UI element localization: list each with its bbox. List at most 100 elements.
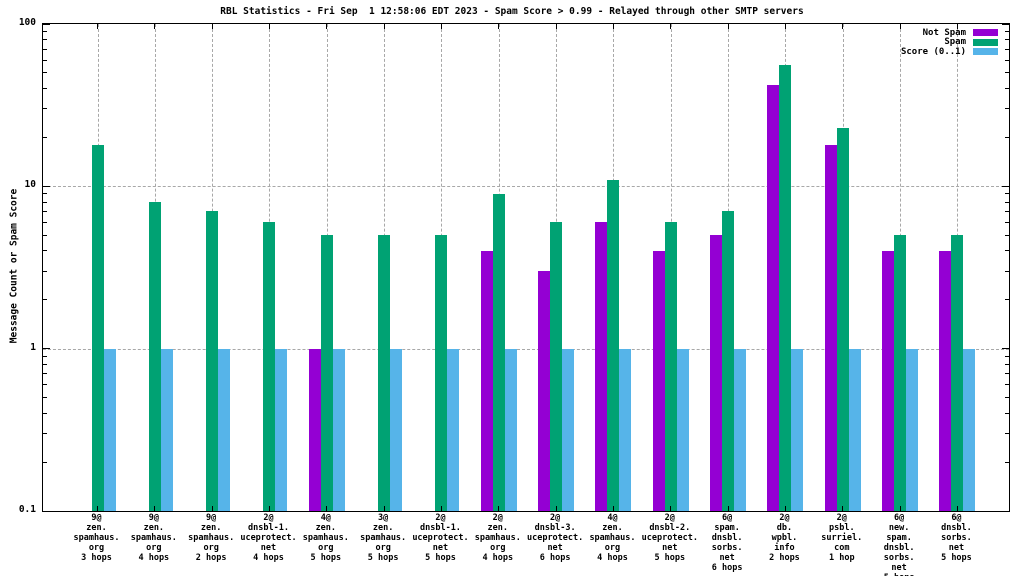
bar-score-0-1 <box>504 348 517 511</box>
y-tick-mark <box>43 210 47 212</box>
x-category-label-line: 4@ <box>607 513 618 523</box>
legend: Not Spam Spam Score (0..1) <box>901 28 998 57</box>
x-category-label: 9@ zen. spamhaus. org 4 hops <box>119 513 189 563</box>
y-tick-mark <box>1005 193 1009 195</box>
x-category-label-line: spamhaus. <box>474 533 521 543</box>
x-tick-mark <box>498 506 500 511</box>
x-category-label-line: org <box>375 543 391 553</box>
y-tick-mark <box>43 193 47 195</box>
x-category-label-line: 4 hops <box>597 553 628 563</box>
x-category-label-line: spamhaus. <box>188 533 235 543</box>
x-tick-mark <box>784 506 786 511</box>
x-tick-mark <box>268 24 270 29</box>
y-tick-mark <box>43 23 50 25</box>
x-category-label-line: zen. <box>372 523 394 533</box>
x-tick-mark <box>326 506 328 511</box>
y-axis-label: Message Count or Spam Score <box>8 188 20 344</box>
x-category-label-line: 2@ <box>779 513 790 523</box>
x-tick-mark <box>154 24 156 29</box>
bar-score-0-1 <box>103 348 116 511</box>
x-category-label-line: zen. <box>143 523 165 533</box>
legend-swatch-spam <box>973 38 998 46</box>
y-tick-mark <box>1005 88 1009 90</box>
bar-spam <box>435 235 448 511</box>
x-tick-mark <box>727 506 729 511</box>
y-tick-mark <box>1005 234 1009 236</box>
y-tick-label: 10 <box>24 179 36 191</box>
x-category-label-line: spamhaus. <box>73 533 120 543</box>
y-tick-mark <box>1002 23 1009 25</box>
y-tick-mark <box>43 373 47 375</box>
x-category-label-line: spamhaus. <box>302 533 349 543</box>
x-tick-mark <box>555 506 557 511</box>
legend-row-not-spam: Not Spam <box>901 28 998 38</box>
bar-not-spam <box>882 250 895 511</box>
bar-score-0-1 <box>848 348 861 511</box>
x-category-label-line: 9@ <box>148 513 159 523</box>
x-category-label-line: org <box>203 543 219 553</box>
y-tick-mark <box>1005 412 1009 414</box>
x-category-label-line: psbl. <box>828 523 855 533</box>
y-tick-label: 1 <box>30 341 36 353</box>
chart-title: RBL Statistics - Fri Sep 1 12:58:06 EDT … <box>220 6 804 17</box>
bar-score-0-1 <box>218 348 231 511</box>
x-category-label-line: 2@ <box>664 513 675 523</box>
x-tick-mark <box>440 506 442 511</box>
y-tick-mark <box>1005 461 1009 463</box>
x-category-label-line: db. <box>776 523 793 533</box>
x-category-label-line: dnsbl-3. <box>534 523 576 533</box>
bar-score-0-1 <box>390 348 403 511</box>
bar-score-0-1 <box>275 348 288 511</box>
x-category-label: 4@ zen. spamhaus. org 4 hops <box>577 513 647 563</box>
x-category-label-line: 6@ <box>951 513 962 523</box>
bar-not-spam <box>652 250 665 511</box>
bar-spam <box>206 211 219 511</box>
x-category-label-line: 4@ <box>320 513 331 523</box>
bar-score-0-1 <box>447 348 460 511</box>
x-tick-mark <box>97 506 98 511</box>
x-category-label-line: 5 hops <box>864 573 934 576</box>
x-tick-mark <box>440 24 442 29</box>
y-tick-mark <box>1005 48 1009 50</box>
horizontal-gridline-10 <box>43 186 1009 188</box>
y-tick-mark <box>43 39 47 41</box>
x-category-label-line: zen. <box>200 523 222 533</box>
bar-not-spam <box>308 348 321 511</box>
y-tick-mark <box>1005 270 1009 272</box>
x-category-label-line: org <box>146 543 162 553</box>
y-tick-mark <box>43 48 47 50</box>
x-category-label-line: com <box>834 543 850 553</box>
y-tick-mark <box>1005 210 1009 212</box>
x-category-label: 9@ zen. spamhaus. org 2 hops <box>176 513 246 563</box>
y-tick-mark <box>43 412 47 414</box>
bar-score-0-1 <box>160 348 173 511</box>
bar-score-0-1 <box>963 348 976 511</box>
y-tick-mark <box>43 201 47 203</box>
x-category-label-line: zen. <box>86 523 107 533</box>
y-tick-mark <box>1005 136 1009 138</box>
y-tick-mark <box>43 30 47 32</box>
bar-spam <box>894 235 907 511</box>
bar-spam <box>664 222 677 511</box>
x-category-label-line: uceprotect. <box>526 533 584 543</box>
x-tick-mark <box>498 24 500 29</box>
y-tick-label: 100 <box>18 17 36 28</box>
bar-spam <box>320 235 333 511</box>
x-category-label-line: spamhaus. <box>589 533 636 543</box>
y-tick-mark <box>1005 72 1009 74</box>
x-category-label-line: dnsbl. <box>883 543 915 553</box>
x-category-label-line: 6@ <box>722 513 733 523</box>
bar-spam <box>550 222 563 511</box>
x-tick-mark <box>727 24 729 29</box>
plot-area <box>42 23 1010 512</box>
bar-not-spam <box>538 271 551 511</box>
x-category-label-line: dnsbl. <box>711 533 743 543</box>
y-tick-mark <box>1005 384 1009 386</box>
legend-row-score-0-1: Score (0..1) <box>901 47 998 57</box>
x-tick-mark <box>383 506 385 511</box>
y-tick-mark <box>1005 221 1009 223</box>
x-category-label-line: 4 hops <box>482 553 514 563</box>
x-category-label-line: spam. <box>714 523 740 533</box>
legend-swatch-score-0-1 <box>973 48 998 56</box>
y-tick-mark <box>43 363 47 365</box>
